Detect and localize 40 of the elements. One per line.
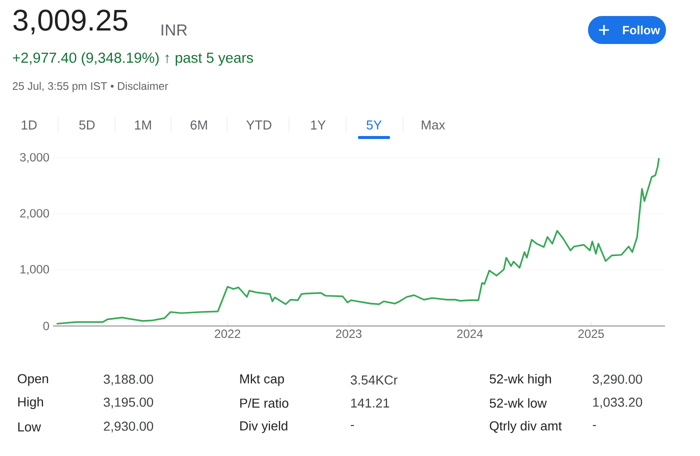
x-tick-label: 2022 xyxy=(214,330,240,338)
text: YTD xyxy=(246,120,272,130)
text: - xyxy=(592,425,596,426)
text: 52-wk low xyxy=(490,398,547,408)
text: Mkt cap xyxy=(240,374,284,386)
text: Div yield xyxy=(240,420,288,434)
y-tick-label: 2,000 xyxy=(20,209,50,219)
text: Low xyxy=(18,422,41,432)
y-tick-label: 0 xyxy=(43,322,50,330)
x-tick-label: 2024 xyxy=(457,330,483,338)
text: 25 Jul, 3:55 pm IST • Disclaimer xyxy=(12,82,168,92)
text: P/E ratio xyxy=(240,398,288,408)
text: 3.54KCr xyxy=(350,375,398,385)
text: 1,033.20 xyxy=(593,398,642,408)
text: 3,195.00 xyxy=(104,398,154,408)
y-tick-label: 3,000 xyxy=(20,153,50,163)
text: 6M xyxy=(190,120,207,130)
text: 52-wk high xyxy=(490,374,551,386)
text: 3,188.00 xyxy=(104,374,154,386)
text: INR xyxy=(162,24,187,36)
text: 3,290.00 xyxy=(592,374,642,386)
text: 1D xyxy=(22,120,37,130)
text: Qtrly div amt xyxy=(490,420,562,434)
text: 5Y xyxy=(366,120,382,130)
text: 141.21 xyxy=(351,398,390,408)
text: Follow xyxy=(623,26,660,34)
text: 2,930.00 xyxy=(104,422,154,432)
text: 5D xyxy=(79,120,95,130)
text: High xyxy=(18,396,43,410)
line-series xyxy=(56,157,660,325)
x-tick-label: 2023 xyxy=(336,330,362,338)
text: +2,977.40 (9,348.19%) ↑ past 5 years xyxy=(12,52,253,66)
text: Max xyxy=(422,120,446,130)
x-tick-label: 2025 xyxy=(578,330,604,338)
text: 1M xyxy=(134,120,151,130)
text: - xyxy=(350,425,354,426)
text: 1Y xyxy=(311,120,326,130)
text: Open xyxy=(18,374,48,386)
y-tick-label: 1,000 xyxy=(20,265,50,275)
chart-title: 3,009.25 xyxy=(13,10,128,34)
